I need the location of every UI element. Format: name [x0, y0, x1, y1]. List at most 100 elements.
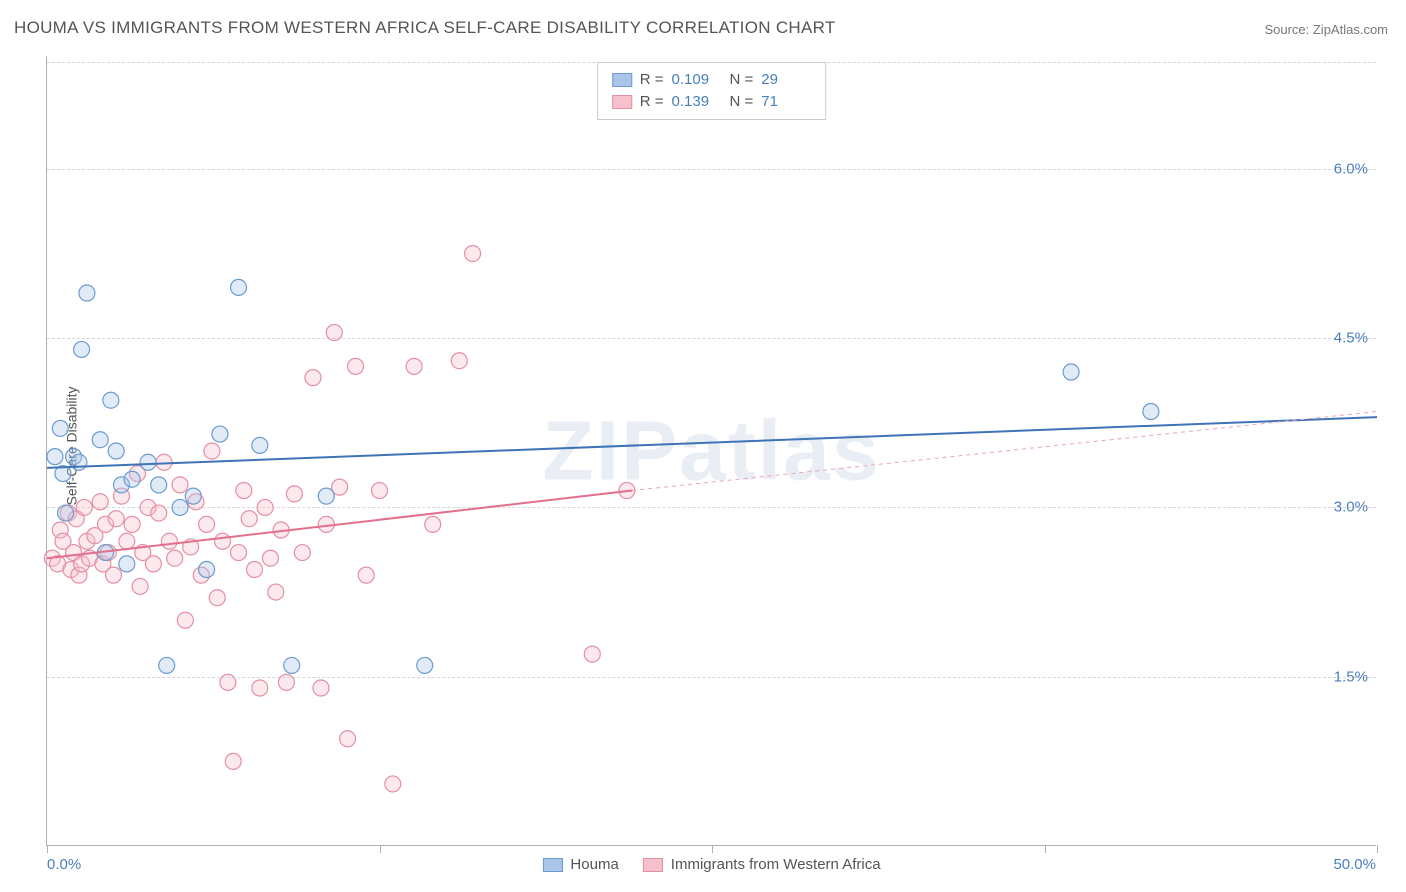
x-tick — [1045, 845, 1046, 853]
data-point — [140, 454, 156, 470]
legend-stats-row-2: R = 0.139 N = 71 — [612, 91, 812, 113]
stat-n-val-1: 29 — [761, 69, 811, 91]
data-point — [92, 432, 108, 448]
data-point — [465, 246, 481, 262]
chart-svg — [47, 56, 1376, 845]
data-point — [212, 426, 228, 442]
stat-r-val-1: 0.109 — [672, 69, 722, 91]
data-point — [79, 285, 95, 301]
data-point — [252, 437, 268, 453]
swatch-series-2 — [612, 95, 632, 109]
data-point — [241, 511, 257, 527]
x-tick — [1377, 845, 1378, 853]
legend-stats: R = 0.109 N = 29 R = 0.139 N = 71 — [597, 62, 827, 120]
stat-n-label-1: N = — [730, 69, 754, 91]
data-point — [132, 578, 148, 594]
data-point — [406, 358, 422, 374]
data-point — [151, 505, 167, 521]
data-point — [103, 392, 119, 408]
data-point — [313, 680, 329, 696]
y-tick-label: 1.5% — [1334, 668, 1368, 685]
data-point — [74, 341, 90, 357]
data-point — [268, 584, 284, 600]
data-point — [348, 358, 364, 374]
legend-label-1: Houma — [570, 856, 618, 873]
x-tick-label: 0.0% — [47, 856, 81, 873]
source-label: Source: ZipAtlas.com — [1264, 22, 1388, 37]
legend-label-2: Immigrants from Western Africa — [671, 856, 881, 873]
data-point — [326, 325, 342, 341]
data-point — [119, 533, 135, 549]
chart-title: HOUMA VS IMMIGRANTS FROM WESTERN AFRICA … — [14, 18, 836, 38]
data-point — [199, 562, 215, 578]
data-point — [372, 483, 388, 499]
data-point — [1143, 404, 1159, 420]
chart-container: HOUMA VS IMMIGRANTS FROM WESTERN AFRICA … — [0, 0, 1406, 892]
y-tick-label: 3.0% — [1334, 499, 1368, 516]
x-tick — [712, 845, 713, 853]
data-point — [172, 499, 188, 515]
data-point — [278, 674, 294, 690]
data-point — [177, 612, 193, 628]
data-point — [52, 420, 68, 436]
data-point — [340, 731, 356, 747]
stat-n-val-2: 71 — [761, 91, 811, 113]
data-point — [284, 657, 300, 673]
x-tick-label: 50.0% — [1333, 856, 1376, 873]
data-point — [58, 505, 74, 521]
data-point — [358, 567, 374, 583]
data-point — [425, 516, 441, 532]
data-point — [215, 533, 231, 549]
legend-stats-row-1: R = 0.109 N = 29 — [612, 69, 812, 91]
data-point — [225, 753, 241, 769]
swatch-series-1 — [612, 73, 632, 87]
data-point — [257, 499, 273, 515]
data-point — [584, 646, 600, 662]
plot-area: ZIPatlas R = 0.109 N = 29 R = 0.139 N = … — [46, 56, 1376, 846]
data-point — [92, 494, 108, 510]
swatch-series-1b — [542, 858, 562, 872]
stat-r-label-1: R = — [640, 69, 664, 91]
data-point — [236, 483, 252, 499]
legend-series: Houma Immigrants from Western Africa — [542, 856, 880, 873]
data-point — [124, 516, 140, 532]
data-point — [47, 449, 63, 465]
legend-item-2: Immigrants from Western Africa — [643, 856, 881, 873]
x-tick — [380, 845, 381, 853]
data-point — [451, 353, 467, 369]
data-point — [305, 370, 321, 386]
stat-r-val-2: 0.139 — [672, 91, 722, 113]
swatch-series-2b — [643, 858, 663, 872]
legend-item-1: Houma — [542, 856, 618, 873]
data-point — [262, 550, 278, 566]
data-point — [161, 533, 177, 549]
data-point — [106, 567, 122, 583]
trend-line — [632, 412, 1377, 491]
data-point — [231, 545, 247, 561]
x-tick — [47, 845, 48, 853]
data-point — [159, 657, 175, 673]
data-point — [108, 511, 124, 527]
data-point — [108, 443, 124, 459]
data-point — [231, 279, 247, 295]
trend-line — [47, 417, 1377, 468]
data-point — [1063, 364, 1079, 380]
data-point — [199, 516, 215, 532]
data-point — [318, 488, 334, 504]
data-point — [172, 477, 188, 493]
data-point — [76, 499, 92, 515]
stat-n-label-2: N = — [730, 91, 754, 113]
data-point — [145, 556, 161, 572]
data-point — [119, 556, 135, 572]
data-point — [220, 674, 236, 690]
data-point — [286, 486, 302, 502]
data-point — [185, 488, 201, 504]
y-tick-label: 4.5% — [1334, 330, 1368, 347]
data-point — [209, 590, 225, 606]
data-point — [167, 550, 183, 566]
data-point — [385, 776, 401, 792]
data-point — [204, 443, 220, 459]
data-point — [246, 562, 262, 578]
data-point — [294, 545, 310, 561]
data-point — [151, 477, 167, 493]
